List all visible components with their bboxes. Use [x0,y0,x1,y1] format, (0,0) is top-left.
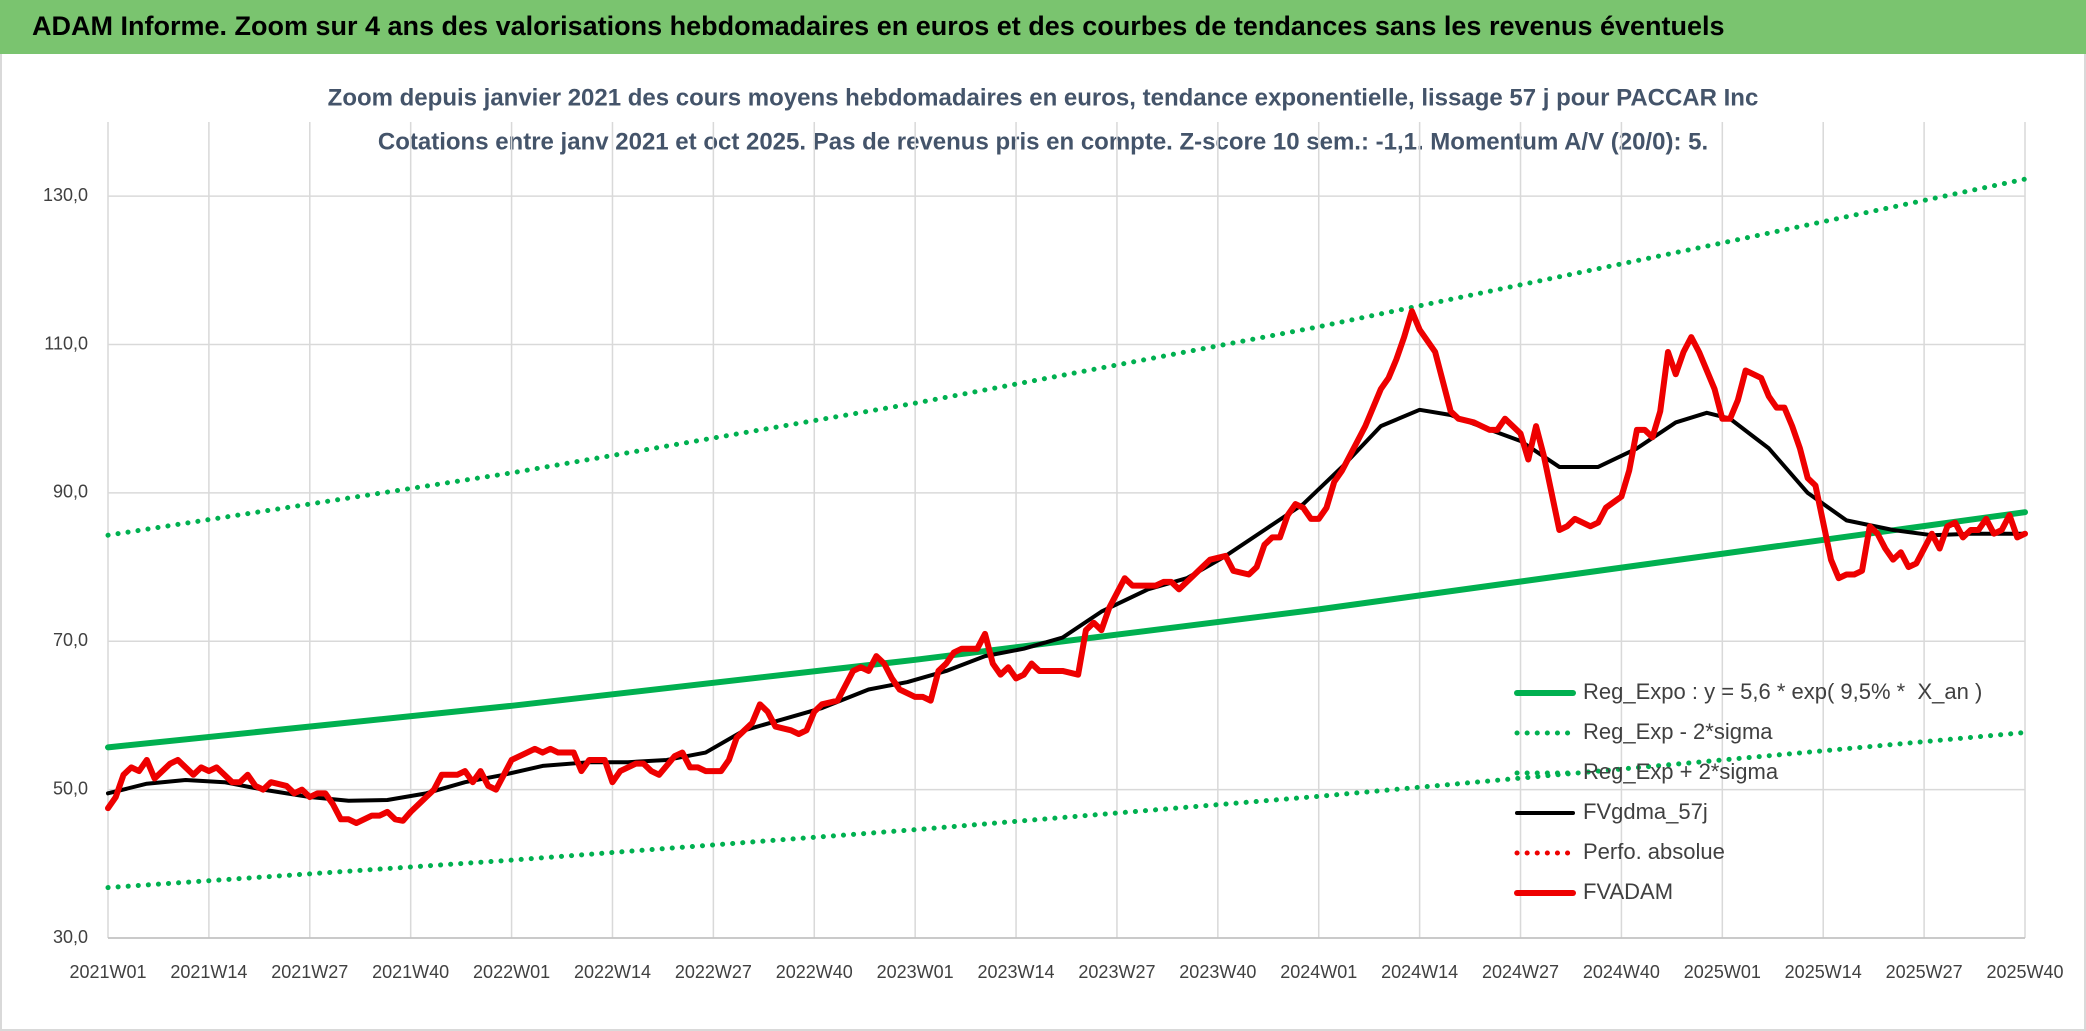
x-tick-label: 2023W14 [978,962,1055,982]
legend-label: Perfo. absolue [1583,839,1725,864]
series-line [105,509,2028,751]
x-tick-label: 2023W27 [1078,962,1155,982]
banner [0,0,2086,54]
x-tick-label: 2021W14 [170,962,247,982]
banner-title: ADAM Informe. Zoom sur 4 ans des valoris… [32,11,1725,41]
x-tick-label: 2024W01 [1280,962,1357,982]
legend-label: FVADAM [1583,879,1673,904]
y-tick-label: 130,0 [43,185,88,205]
legend-label: FVgdma_57j [1583,799,1708,824]
y-tick-label: 90,0 [53,482,88,502]
x-tick-label: 2023W40 [1179,962,1256,982]
x-tick-label: 2022W40 [776,962,853,982]
chart-subtitle: Cotations entre janv 2021 et oct 2025. P… [378,128,1708,155]
x-tick-label: 2021W01 [69,962,146,982]
x-tick-label: 2024W27 [1482,962,1559,982]
x-tick-label: 2024W14 [1381,962,1458,982]
y-tick-label: 70,0 [53,630,88,650]
series-line [105,308,2028,827]
y-tick-label: 50,0 [53,778,88,798]
y-tick-label: 30,0 [53,927,88,947]
chart-title: Zoom depuis janvier 2021 des cours moyen… [328,84,1759,111]
x-tick-label: 2025W14 [1785,962,1862,982]
x-tick-label: 2025W27 [1886,962,1963,982]
x-tick-label: 2022W01 [473,962,550,982]
legend-label: Reg_Exp - 2*sigma [1583,719,1773,744]
x-tick-label: 2022W27 [675,962,752,982]
x-tick-label: 2025W01 [1684,962,1761,982]
y-tick-label: 110,0 [44,333,88,353]
x-tick-label: 2024W40 [1583,962,1660,982]
series-line [105,730,2028,891]
x-tick-label: 2021W27 [271,962,348,982]
legend-label: Reg_Exp + 2*sigma [1583,759,1779,784]
x-tick-label: 2021W40 [372,962,449,982]
legend-label: Reg_Expo : y = 5,6 * exp( 9,5% * X_an ) [1583,679,1982,704]
x-tick-label: 2023W01 [877,962,954,982]
x-tick-label: 2022W14 [574,962,651,982]
x-tick-label: 2025W40 [1986,962,2063,982]
